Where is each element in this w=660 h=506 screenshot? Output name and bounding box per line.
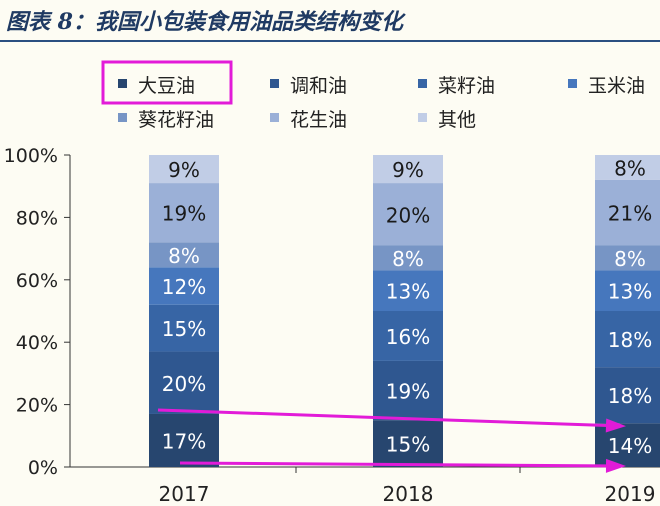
legend-label: 菜籽油 — [438, 75, 495, 97]
trend-arrow-line — [157, 408, 623, 428]
bar-segment — [595, 179, 660, 246]
bar-segment — [149, 183, 219, 243]
bar-segment — [373, 311, 443, 361]
legend-swatch — [418, 113, 427, 122]
y-tick-label: 100% — [4, 145, 58, 167]
y-tick-label: 40% — [16, 332, 58, 354]
bar-segment — [149, 304, 219, 352]
x-category-label: 2018 — [383, 482, 434, 506]
bar-segment — [373, 420, 443, 467]
data-label: 9% — [392, 158, 424, 182]
trend-arrow-head — [605, 458, 626, 473]
y-tick-label: 20% — [16, 395, 58, 417]
data-label: 20% — [386, 203, 430, 227]
bar-segment — [373, 155, 443, 184]
data-label: 8% — [392, 247, 424, 271]
bar-segment — [149, 242, 219, 268]
y-tick-label: 0% — [28, 457, 58, 479]
trend-arrow-head — [605, 418, 626, 433]
x-category-label: 2017 — [159, 482, 210, 506]
data-label: 13% — [608, 280, 652, 304]
legend-label: 调和油 — [290, 75, 347, 97]
data-label: 12% — [162, 275, 206, 299]
bar-segment — [373, 245, 443, 271]
bar-segment — [595, 155, 660, 180]
bar-segment — [373, 270, 443, 311]
legend-swatch — [118, 79, 127, 88]
data-label: 17% — [162, 429, 206, 453]
bar-segment — [149, 155, 219, 184]
bar-segment — [595, 367, 660, 424]
title-rule — [0, 40, 660, 42]
legend-label: 其他 — [438, 109, 476, 131]
data-label: 20% — [162, 372, 206, 396]
data-label: 18% — [608, 384, 652, 408]
title-bar: 图表 8：我国小包装食用油品类结构变化 — [0, 0, 660, 40]
legend-swatch — [270, 79, 279, 88]
legend-label: 玉米油 — [588, 75, 645, 97]
x-category-label: 2019 — [605, 482, 656, 506]
data-label: 9% — [168, 158, 200, 182]
y-tick-label: 80% — [16, 207, 58, 229]
data-label: 8% — [614, 247, 646, 271]
bar-segment — [373, 360, 443, 421]
data-label: 8% — [614, 156, 646, 180]
data-label: 14% — [608, 434, 652, 458]
legend-swatch — [118, 113, 127, 122]
bar-segment — [595, 245, 660, 271]
legend-label: 葵花籽油 — [138, 109, 214, 131]
data-label: 19% — [162, 202, 206, 226]
data-label: 8% — [168, 244, 200, 268]
legend-highlight-box — [101, 60, 233, 105]
data-label: 13% — [386, 280, 430, 304]
legend-label: 花生油 — [290, 109, 347, 131]
bar-segment — [149, 267, 219, 305]
bar-segment — [149, 351, 219, 414]
legend-swatch — [270, 113, 279, 122]
bar-segment — [149, 413, 219, 467]
data-label: 15% — [386, 433, 430, 457]
legend-label: 大豆油 — [138, 75, 195, 97]
legend-swatch — [568, 79, 577, 88]
trend-arrow-line — [179, 461, 623, 468]
data-label: 21% — [608, 202, 652, 226]
data-label: 19% — [386, 380, 430, 404]
bar-segment — [595, 311, 660, 368]
y-tick-label: 60% — [16, 270, 58, 292]
data-label: 16% — [386, 325, 430, 349]
data-label: 18% — [608, 328, 652, 352]
bar-segment — [373, 183, 443, 246]
legend-swatch — [418, 79, 427, 88]
bar-segment — [595, 270, 660, 311]
data-label: 15% — [162, 317, 206, 341]
chart-title: 图表 8：我国小包装食用油品类结构变化 — [6, 9, 403, 35]
